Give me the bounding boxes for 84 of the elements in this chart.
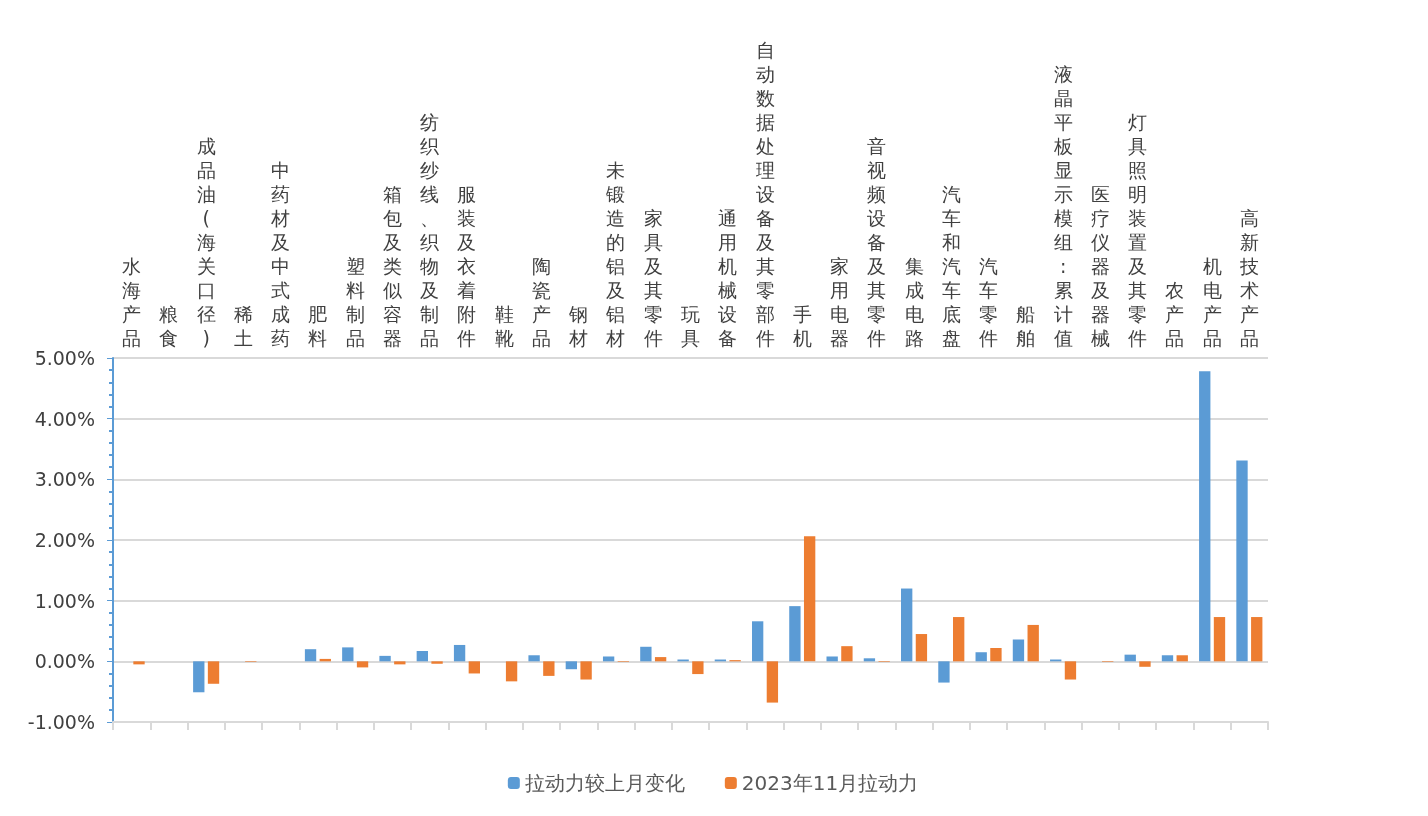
bar (1251, 617, 1263, 662)
category-label: 纺织纱线、织物及制品 (420, 111, 440, 349)
x-tick-label: 家用电器 (830, 255, 850, 349)
bar (379, 655, 391, 662)
bar (640, 646, 652, 662)
bar (1236, 460, 1248, 662)
bar (543, 661, 555, 676)
x-tick-label: 塑料制品 (345, 255, 365, 349)
x-tick-label: 肥料 (308, 303, 328, 349)
category-label: 自动数据处理设备及其零部件 (755, 39, 775, 349)
bar (953, 617, 965, 662)
bar (505, 661, 518, 682)
y-tick-label: 0.00% (34, 650, 95, 673)
bar (766, 661, 779, 703)
bar (915, 634, 928, 662)
bar (394, 661, 406, 665)
bar (342, 647, 354, 662)
bar (1213, 617, 1226, 662)
bar (453, 644, 466, 662)
bar (1027, 624, 1039, 662)
bar (1199, 371, 1211, 662)
x-tick-label: 箱包及类似容器 (382, 183, 402, 349)
bar (207, 661, 220, 684)
bar (193, 661, 205, 693)
x-tick-label: 汽车零件 (979, 255, 999, 349)
bar (841, 646, 853, 662)
y-tick-label: 5.00% (34, 347, 95, 369)
bar (863, 658, 876, 662)
bar (1139, 661, 1151, 667)
legend-label: 2023年11月拉动力 (741, 771, 919, 795)
x-tick-label: 家具及其零件 (643, 207, 663, 349)
legend-label: 拉动力较上月变化 (524, 771, 685, 795)
x-tick-label: 汽车和汽车底盘 (941, 183, 961, 349)
bar (803, 536, 816, 662)
bar (826, 656, 838, 662)
x-tick-label: 稀土 (233, 303, 253, 349)
x-tick-label: 未锻造的铝及铝材 (605, 159, 626, 349)
x-tick-label: 医疗仪器及器械 (1090, 183, 1110, 349)
x-tick-label: 鞋靴 (494, 303, 514, 349)
x-tick-label: 陶瓷产品 (531, 255, 551, 349)
x-tick-label: 水海产品 (122, 255, 142, 349)
bar (431, 661, 443, 664)
x-tick-label: 农产品 (1165, 279, 1185, 349)
y-tick-label: 3.00% (34, 468, 95, 491)
bar (356, 661, 369, 668)
x-tick-label: 集成电路 (904, 255, 924, 349)
category-label: 灯具照明装置及其零件 (1128, 111, 1148, 349)
bar (304, 649, 317, 662)
bar (602, 656, 615, 662)
bar (1176, 655, 1188, 662)
bar (580, 661, 592, 680)
x-tick-label: 通用机械设备 (718, 207, 738, 349)
x-tick-label: 高新技术产品 (1238, 207, 1259, 349)
x-tick-label: 粮食 (159, 303, 179, 349)
bar (751, 621, 764, 662)
bar (416, 651, 428, 662)
bar (654, 657, 667, 662)
bar (528, 655, 540, 662)
x-tick-label: 中药材及中式成药 (270, 159, 291, 349)
x-tick-label: 手机 (792, 303, 812, 349)
bar (1161, 655, 1174, 662)
bar (468, 661, 480, 674)
bar (975, 652, 987, 662)
bar (990, 647, 1002, 662)
y-tick-label: 1.00% (34, 589, 95, 612)
x-tick-label: 机电产品 (1202, 255, 1222, 349)
x-tick-label: 服装及衣着附件 (457, 183, 477, 349)
bar (1012, 639, 1025, 662)
bar (1064, 661, 1077, 680)
bar (789, 606, 801, 662)
bar (565, 661, 578, 670)
y-tick-label: 4.00% (34, 407, 95, 430)
category-label: 音视频设备及其零件 (867, 135, 887, 349)
bar (938, 661, 950, 683)
x-tick-label: 船舶 (1016, 303, 1036, 349)
category-label: 液晶平板显示模组:累计值 (1053, 63, 1073, 349)
x-tick-label: 钢材 (568, 303, 589, 349)
bar (901, 588, 913, 662)
bar (692, 661, 704, 675)
x-tick-label: 玩具 (681, 303, 700, 349)
y-tick-label: -1.00% (27, 711, 95, 733)
y-tick-label: 2.00% (34, 529, 95, 551)
bar (133, 661, 145, 665)
category-label: 成品油(海关口径) (196, 135, 216, 349)
